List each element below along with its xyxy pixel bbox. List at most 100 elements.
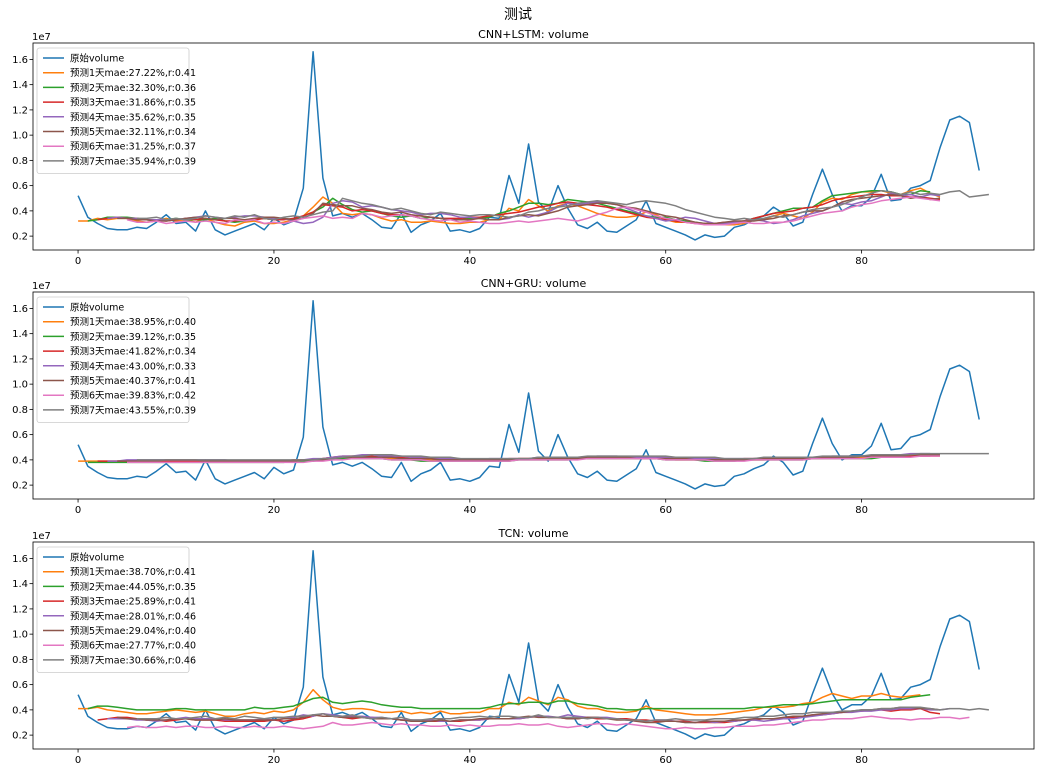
y-tick-label: 0.2	[12, 481, 28, 492]
x-tick-label: 0	[75, 755, 81, 766]
x-tick-label: 20	[268, 256, 281, 267]
legend-label: 预测7天mae:35.94%,r:0.39	[70, 156, 196, 167]
legend-label: 预测5天mae:40.37%,r:0.41	[70, 376, 196, 387]
series-lines	[77, 550, 989, 740]
y-tick-label: 1.2	[12, 604, 28, 615]
y-tick-label: 1.4	[12, 329, 28, 340]
x-tick-label: 40	[463, 256, 476, 267]
x-tick-label: 20	[268, 755, 281, 766]
legend: 原始volume 预测1天mae:38.95%,r:0.40 预测2天mae:39.…	[36, 296, 196, 423]
legend-label: 预测3天mae:41.82%,r:0.34	[70, 347, 196, 358]
legend-label: 预测5天mae:29.04%,r:0.40	[70, 626, 196, 637]
y-offset-label: 1e7	[32, 281, 51, 292]
axes-frame	[32, 541, 1035, 750]
x-tick-label: 80	[855, 256, 868, 267]
legend-label: 原始volume	[70, 302, 124, 314]
series-line-6	[126, 715, 970, 730]
y-tick-label: 0.8	[12, 405, 28, 416]
series-line-0	[77, 550, 980, 740]
legend-label: 预测7天mae:43.55%,r:0.39	[70, 405, 196, 416]
y-tick-label: 0.4	[12, 455, 28, 466]
legend-label: 预测2天mae:39.12%,r:0.35	[70, 332, 196, 343]
x-tick-label: 60	[659, 256, 672, 267]
series-line-1	[78, 688, 921, 717]
x-tick-label: 60	[659, 755, 672, 766]
legend-label: 预测5天mae:32.11%,r:0.34	[70, 127, 196, 138]
x-tick-label: 0	[75, 505, 81, 516]
figure-suptitle: 测试	[504, 7, 532, 23]
series-line-2	[87, 693, 931, 711]
subplot-3: TCN: volume 0 20 40 60 80 0.2 0.4 0.6 0.8 1.0 1.2 1.…	[12, 527, 1035, 766]
series-line-7	[136, 706, 989, 722]
legend-label: 预测4天mae:43.00%,r:0.33	[70, 361, 196, 372]
y-tick-label: 1.2	[12, 354, 28, 365]
subplots: CNN+LSTM: volume 0 20 40 60 80 0.2 0.4 0.6 0.8 1.0…	[12, 28, 1035, 766]
y-tick-label: 1.6	[12, 55, 28, 66]
subplot-title: CNN+GRU: volume	[481, 277, 587, 290]
legend-label: 预测3天mae:31.86%,r:0.35	[70, 98, 196, 109]
y-tick-label: 1.6	[12, 304, 28, 315]
legend-label: 预测2天mae:44.05%,r:0.35	[70, 582, 196, 593]
legend-label: 原始volume	[70, 53, 124, 65]
series-line-0	[77, 300, 980, 490]
y-tick-label: 0.4	[12, 705, 28, 716]
y-tick-label: 0.2	[12, 232, 28, 243]
y-tick-label: 1.4	[12, 80, 28, 91]
axes-frame	[32, 42, 1035, 251]
series-line-6	[127, 455, 940, 464]
y-tick-label: 0.2	[12, 731, 28, 742]
y-tick-label: 0.8	[12, 655, 28, 666]
legend-frame	[36, 296, 190, 423]
y-offset-label: 1e7	[32, 531, 51, 542]
legend-label: 预测6天mae:39.83%,r:0.42	[70, 391, 196, 402]
y-tick-label: 1.2	[12, 105, 28, 116]
y-tick-label: 1.0	[12, 380, 28, 391]
series-line-7	[136, 452, 989, 461]
subplot-title: TCN: volume	[498, 527, 569, 540]
x-tick-label: 60	[659, 505, 672, 516]
legend-label: 预测6天mae:31.25%,r:0.37	[70, 142, 196, 153]
series-line-1	[78, 187, 941, 227]
y-tick-label: 0.6	[12, 680, 28, 691]
y-tick-label: 1.4	[12, 579, 28, 590]
legend-label: 预测1天mae:38.70%,r:0.41	[70, 567, 196, 578]
y-tick-label: 0.8	[12, 156, 28, 167]
legend-frame	[36, 47, 190, 174]
x-tick-label: 80	[855, 755, 868, 766]
x-tick-label: 80	[855, 505, 868, 516]
legend-label: 预测1天mae:27.22%,r:0.41	[70, 68, 196, 79]
series-line-5	[117, 706, 941, 724]
y-tick-label: 0.6	[12, 181, 28, 192]
x-tick-label: 40	[463, 755, 476, 766]
subplot-2: CNN+GRU: volume 0 20 40 60 80 0.2 0.4 0.6 0.8 1.0 1…	[12, 277, 1035, 516]
axes-frame	[32, 291, 1035, 500]
legend-label: 预测6天mae:27.77%,r:0.40	[70, 641, 196, 652]
legend: 原始volume 预测1天mae:27.22%,r:0.41 预测2天mae:32.…	[36, 47, 196, 174]
legend-label: 预测1天mae:38.95%,r:0.40	[70, 317, 196, 328]
x-tick-label: 20	[268, 505, 281, 516]
y-offset-label: 1e7	[32, 32, 51, 43]
subplot-1: CNN+LSTM: volume 0 20 40 60 80 0.2 0.4 0.6 0.8 1.0…	[12, 28, 1035, 267]
legend-label: 预测7天mae:30.66%,r:0.46	[70, 655, 196, 666]
series-line-7	[136, 189, 989, 221]
y-tick-label: 0.6	[12, 430, 28, 441]
series-line-0	[77, 51, 980, 241]
legend-label: 预测3天mae:25.89%,r:0.41	[70, 597, 196, 608]
y-tick-label: 1.0	[12, 131, 28, 142]
legend-label: 预测4天mae:35.62%,r:0.35	[70, 112, 196, 123]
x-tick-label: 40	[463, 505, 476, 516]
subplot-title: CNN+LSTM: volume	[478, 28, 589, 41]
x-tick-label: 0	[75, 256, 81, 267]
y-tick-label: 1.6	[12, 554, 28, 565]
legend-label: 预测4天mae:28.01%,r:0.46	[70, 611, 196, 622]
legend: 原始volume 预测1天mae:38.70%,r:0.41 预测2天mae:44.…	[36, 546, 196, 673]
legend-frame	[36, 546, 190, 673]
legend-label: 预测2天mae:32.30%,r:0.36	[70, 83, 196, 94]
series-lines	[77, 51, 989, 241]
y-tick-label: 1.0	[12, 630, 28, 641]
series-line-6	[126, 196, 941, 226]
legend-label: 原始volume	[70, 552, 124, 564]
series-lines	[77, 300, 989, 490]
y-tick-label: 0.4	[12, 206, 28, 217]
